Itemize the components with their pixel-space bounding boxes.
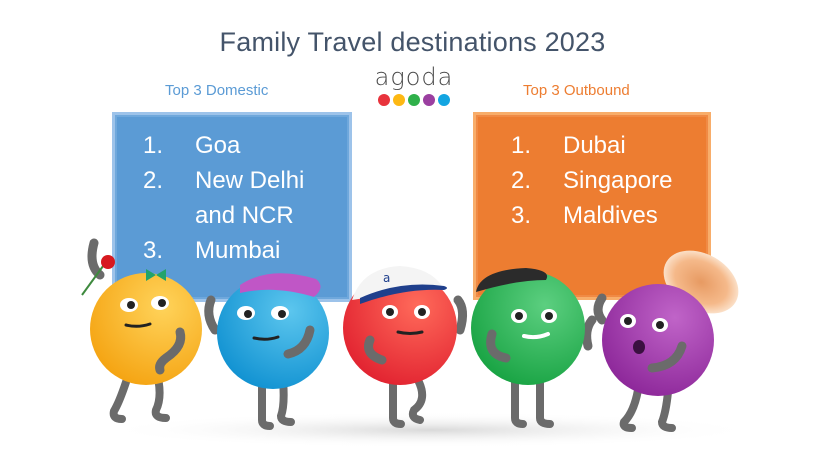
list-item: 2. Singapore (511, 163, 708, 198)
list-item: 1. Goa (143, 128, 340, 163)
list-item: 3. Mumbai (143, 233, 340, 268)
logo-dots (368, 94, 460, 106)
logo-dot-yellow (393, 94, 405, 106)
rank-number: 2. (143, 167, 164, 194)
logo-dot-green (408, 94, 420, 106)
logo-dot-red (378, 94, 390, 106)
logo-dot-blue (438, 94, 450, 106)
list-item: 2. New Delhi and NCR (143, 163, 340, 233)
domestic-list: 1. Goa 2. New Delhi and NCR 3. Mumbai (143, 128, 340, 268)
list-item: 1. Dubai (511, 128, 708, 163)
outbound-heading: Top 3 Outbound (523, 82, 630, 99)
red-mascot: a (343, 266, 468, 428)
destination-name: Goa (195, 132, 241, 159)
yellow-mascot (81, 238, 202, 423)
rank-number: 2. (511, 167, 532, 194)
logo-dot-purple (423, 94, 435, 106)
rank-number: 1. (511, 132, 532, 159)
agoda-logo: agoda (368, 64, 460, 106)
destination-name: Singapore (563, 167, 673, 194)
purple-mascot (593, 250, 739, 432)
domestic-list-box: 1. Goa 2. New Delhi and NCR 3. Mumbai (112, 112, 352, 302)
page-title: Family Travel destinations 2023 (219, 27, 606, 57)
outbound-list: 1. Dubai 2. Singapore 3. Maldives (511, 128, 708, 233)
rank-number: 1. (143, 132, 164, 159)
blue-mascot (204, 273, 329, 430)
destination-name: Dubai (563, 132, 626, 159)
destination-name: New Delhi and NCR (195, 167, 305, 229)
domestic-heading: Top 3 Domestic (165, 82, 269, 99)
agoda-wordmark: agoda (374, 63, 454, 91)
green-mascot (471, 268, 597, 428)
svg-text:a: a (383, 271, 390, 285)
rank-number: 3. (511, 202, 532, 229)
destination-name: Maldives (563, 202, 658, 229)
rank-number: 3. (143, 237, 164, 264)
destination-name: Mumbai (195, 237, 281, 264)
list-item: 3. Maldives (511, 198, 708, 233)
